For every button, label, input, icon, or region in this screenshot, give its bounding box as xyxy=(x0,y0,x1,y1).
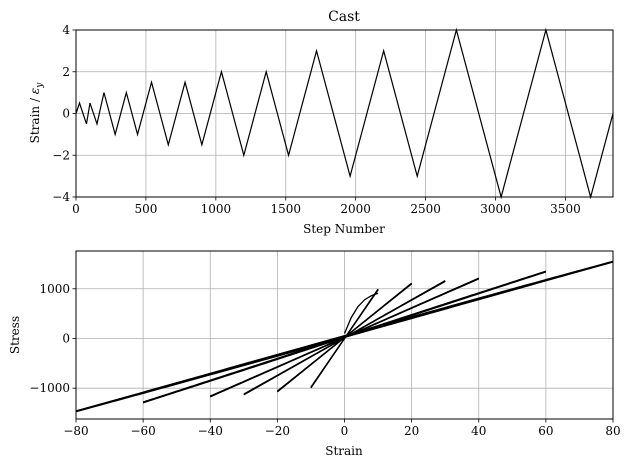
x-tick-label: −40 xyxy=(198,424,223,438)
y-tick-label: 2 xyxy=(62,65,70,79)
y-tick-label: 1000 xyxy=(39,282,70,296)
y-tick-label: −4 xyxy=(52,190,70,204)
y-axis-label: Strain / εy xyxy=(28,82,45,144)
x-tick-label: 40 xyxy=(471,424,486,438)
x-tick-label: 2000 xyxy=(340,202,371,216)
y-ticks: −4 −2 0 2 4 xyxy=(52,23,76,204)
y-axis-label: Stress xyxy=(8,316,22,354)
x-axis-label: Step Number xyxy=(303,222,385,236)
x-tick-label: −80 xyxy=(63,424,88,438)
y-tick-label: −1000 xyxy=(29,381,70,395)
y-ticks: −1000 0 1000 xyxy=(29,282,76,395)
strain-history-chart: Cast 0 500 1000 1500 2000 2500 3000 3500 −4 −2 0 2… xyxy=(28,9,614,236)
x-tick-label: 60 xyxy=(538,424,553,438)
x-tick-label: 1500 xyxy=(270,202,301,216)
y-tick-label: −2 xyxy=(52,148,70,162)
initial-load-curve xyxy=(343,292,379,334)
x-tick-label: 3000 xyxy=(480,202,511,216)
y-tick-label: 0 xyxy=(62,331,70,345)
y-tick-label: 0 xyxy=(62,107,70,121)
strain-history-line xyxy=(75,27,614,200)
x-tick-label: 2500 xyxy=(410,202,441,216)
x-tick-label: −60 xyxy=(130,424,155,438)
x-tick-label: −20 xyxy=(265,424,290,438)
x-tick-label: 80 xyxy=(605,424,620,438)
x-ticks: 0 500 1000 1500 2000 2500 3000 3500 xyxy=(72,197,581,216)
x-tick-label: 0 xyxy=(341,424,349,438)
series xyxy=(75,27,614,200)
chart-title: Cast xyxy=(328,9,360,25)
envelope-line xyxy=(75,261,614,412)
series xyxy=(75,260,614,413)
x-ticks: −80 −60 −40 −20 0 20 40 60 80 xyxy=(63,419,621,438)
x-tick-label: 0 xyxy=(72,202,80,216)
y-tick-label: 4 xyxy=(62,23,70,37)
x-tick-label: 3500 xyxy=(550,202,581,216)
x-tick-label: 20 xyxy=(404,424,419,438)
grid xyxy=(75,29,613,198)
x-axis-label: Strain xyxy=(325,444,363,458)
x-tick-label: 1000 xyxy=(201,202,232,216)
x-tick-label: 500 xyxy=(134,202,157,216)
